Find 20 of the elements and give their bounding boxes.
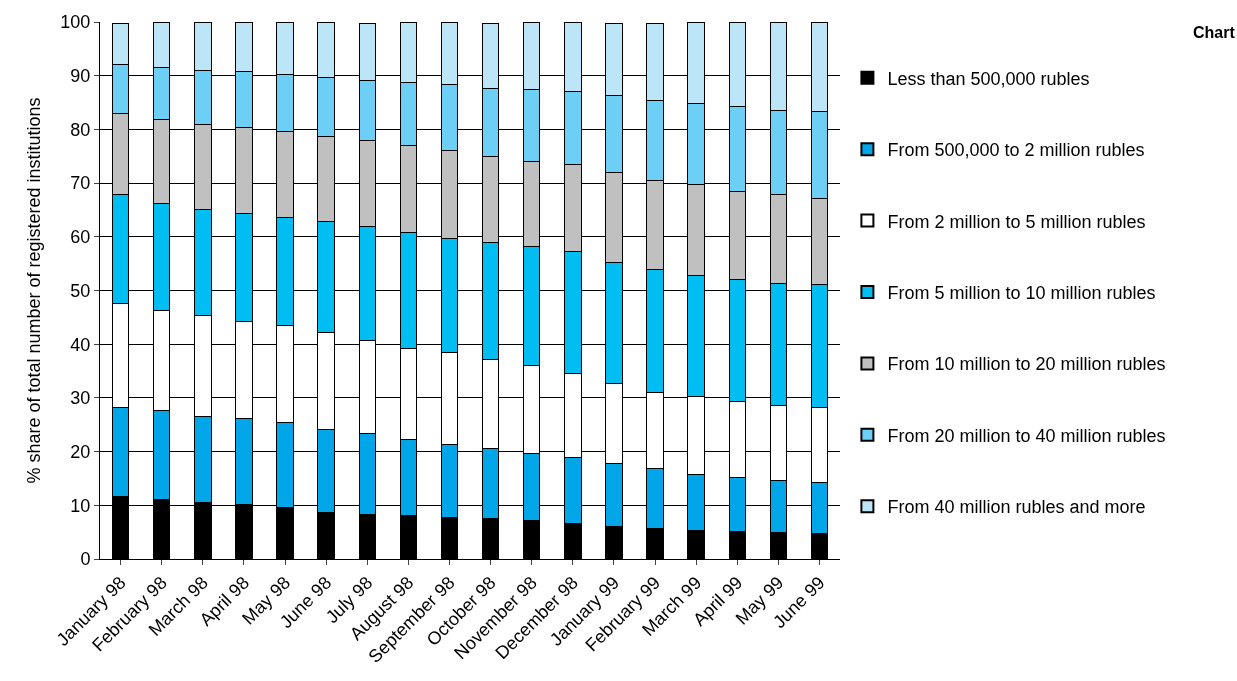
text: Chart	[1193, 24, 1236, 41]
y-tick-label: 40	[70, 334, 91, 355]
y-tick-label: 90	[70, 66, 91, 86]
y-tick-label: 50	[70, 280, 91, 301]
legend-label: From 20 million to 40 million rubles	[887, 425, 1166, 446]
y-tick-label: 0	[80, 549, 91, 570]
legend-label: From 500,000 to 2 million rubles	[887, 140, 1145, 161]
y-tick-label: 20	[70, 441, 91, 462]
y-tick-label: 30	[70, 388, 91, 409]
legend-label: Less than 500,000 rubles	[887, 68, 1090, 89]
y-tick-label: 10	[70, 495, 91, 516]
legend-label: From 2 million to 5 million rubles	[887, 211, 1146, 232]
y-axis-title: % share of total number of registered institutions	[23, 97, 44, 484]
legend-label: From 5 million to 10 million rubles	[887, 283, 1156, 304]
legend-label: From 10 million to 20 million rubles	[887, 354, 1166, 375]
legend-label: From 40 million rubles and more	[887, 497, 1146, 518]
y-tick-label: 80	[70, 119, 91, 140]
y-tick-label: 70	[70, 173, 91, 194]
y-tick-label: 100	[60, 12, 91, 33]
y-tick-label: 60	[70, 227, 91, 248]
